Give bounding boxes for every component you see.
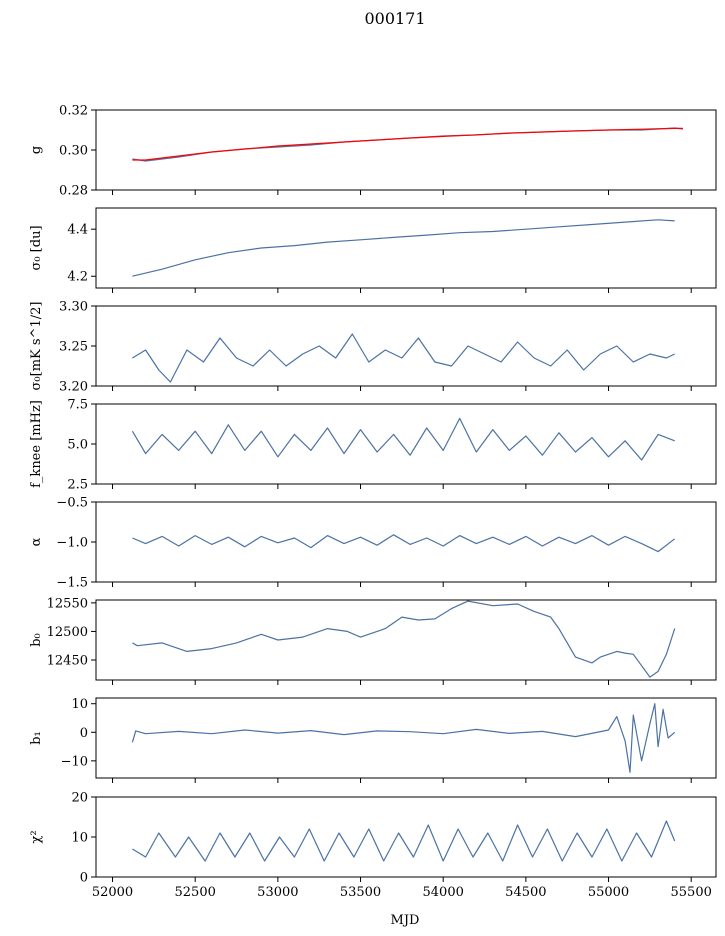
x-tick-label: 53500 (340, 885, 381, 900)
y-tick-label: 12500 (47, 625, 88, 640)
y-tick-label: 4.2 (67, 270, 88, 285)
x-axis-label: MJD (391, 913, 420, 928)
y-tick-label: −1.0 (56, 536, 88, 551)
x-tick-label: 53000 (257, 885, 298, 900)
x-tick-label: 55500 (671, 885, 712, 900)
y-tick-label: 12550 (47, 596, 88, 611)
y-axis-label: g (29, 146, 44, 154)
series-line (132, 600, 676, 678)
series-line (132, 127, 683, 162)
panel-1: 0.28 0.30 0.32 g (29, 104, 717, 199)
x-tick-label: 55000 (588, 885, 629, 900)
series-line (132, 127, 683, 161)
y-tick-label: 20 (71, 791, 88, 806)
x-tick-label: 52000 (92, 885, 133, 900)
panel-frame (95, 599, 717, 681)
panel-frame (95, 207, 717, 289)
panel-frame (95, 109, 717, 191)
series-line (132, 333, 675, 383)
panel-frame (95, 305, 717, 387)
y-tick-label: 0.32 (59, 104, 88, 119)
panel-3: 3.20 3.25 3.30 σ₀[mK s^1/2] (29, 300, 717, 395)
y-tick-label: −1.5 (56, 576, 88, 591)
y-tick-label: 3.30 (59, 300, 88, 315)
y-tick-label: 7.5 (67, 398, 88, 413)
y-tick-label: 5.0 (67, 438, 88, 453)
y-tick-label: 0.30 (59, 144, 88, 159)
panel-4: 2.5 5.0 7.5 f_knee [mHz] (29, 398, 717, 493)
panel-2: 4.2 4.4 σ₀ [du] (29, 207, 717, 293)
x-tick-label: 54000 (423, 885, 464, 900)
series-line (132, 219, 675, 277)
y-axis-label: σ₀ [du] (29, 225, 44, 270)
y-tick-label: 3.25 (59, 340, 88, 355)
y-tick-label: −10 (61, 754, 88, 769)
series-line (131, 703, 676, 773)
figure-title: 000171 (364, 9, 425, 28)
x-tick-label: 52500 (175, 885, 216, 900)
panels: 0.28 0.30 0.32 g 4.2 4.4 σ₀ [du] 3.20 3.25 3.30 σ₀… (29, 104, 717, 900)
series-line (132, 820, 676, 862)
series-line (131, 417, 675, 461)
y-tick-label: 0.28 (59, 184, 88, 199)
y-axis-label: b₀ (29, 633, 44, 647)
y-axis-label: α (29, 537, 44, 546)
series-line (132, 534, 676, 553)
y-tick-label: 10 (71, 831, 88, 846)
x-tick-label: 54500 (505, 885, 546, 900)
y-tick-label: 12450 (47, 654, 88, 669)
panel-frame (95, 403, 717, 485)
panel-5: −1.5 −1.0 −0.5 α (29, 496, 717, 591)
panel-frame (95, 697, 717, 779)
y-tick-label: 0 (80, 871, 88, 886)
panel-7: −10 0 10 b₁ (29, 697, 717, 783)
y-axis-label: σ₀[mK s^1/2] (29, 302, 44, 391)
y-axis-label: f_knee [mHz] (29, 400, 44, 488)
y-axis-label: b₁ (29, 731, 44, 745)
y-tick-label: 2.5 (67, 478, 88, 493)
panel-8: 0 10 20 52000 52500 53000 53500 54000 54500 55000… (29, 791, 717, 900)
y-tick-label: 0 (80, 726, 88, 741)
y-tick-label: 3.20 (59, 380, 88, 395)
y-tick-label: 4.4 (67, 223, 88, 238)
y-tick-label: −0.5 (56, 496, 88, 511)
y-tick-label: 10 (71, 697, 88, 712)
panel-6: 12450 12500 12550 b₀ (29, 596, 717, 685)
y-axis-label: χ² (29, 830, 44, 843)
